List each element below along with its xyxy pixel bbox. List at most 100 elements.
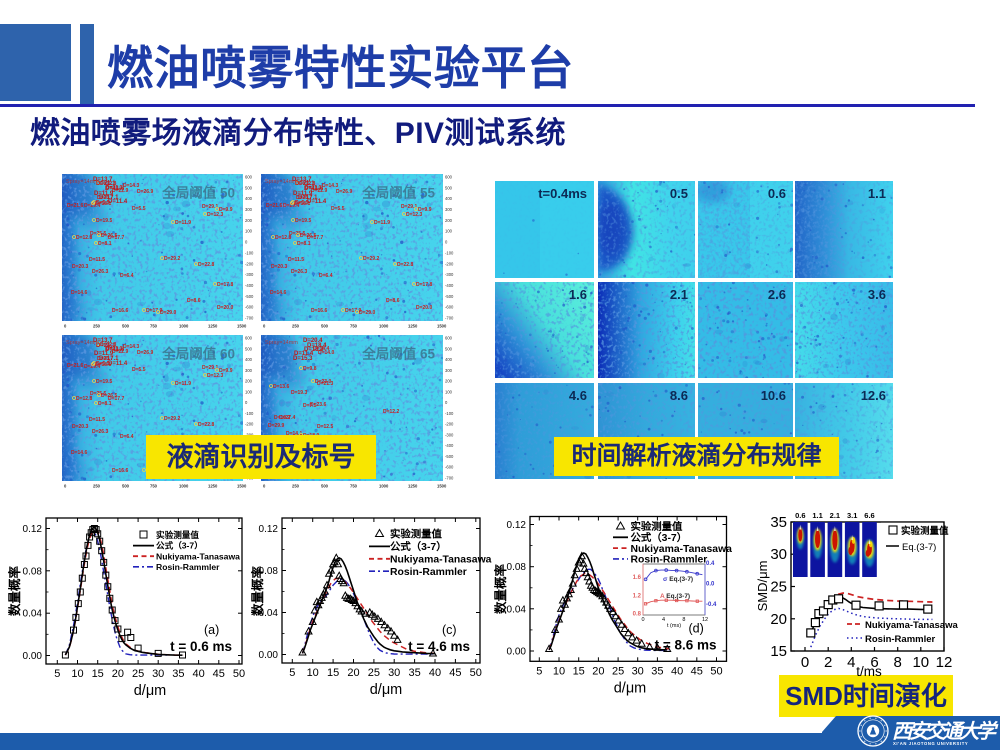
svg-text:300: 300	[445, 207, 453, 212]
svg-text:D=21.0: D=21.0	[305, 185, 321, 191]
svg-text:0.12: 0.12	[507, 520, 527, 531]
svg-text:1250: 1250	[408, 484, 418, 489]
svg-text:SMD/μm: SMD/μm	[755, 561, 770, 612]
svg-text:200: 200	[245, 218, 253, 223]
svg-text:D=12.8: D=12.8	[76, 235, 92, 241]
svg-text:500: 500	[445, 346, 453, 351]
svg-text:200: 200	[445, 218, 453, 223]
svg-text:t = 8.6 ms: t = 8.6 ms	[655, 638, 717, 653]
svg-text:0.08: 0.08	[23, 566, 43, 577]
svg-text:D=6.4: D=6.4	[120, 273, 134, 279]
svg-text:0: 0	[263, 324, 266, 329]
svg-text:Spray=14mm: Spray=14mm	[66, 340, 99, 346]
svg-text:D=8.1: D=8.1	[297, 241, 311, 247]
svg-text:8.6: 8.6	[670, 388, 688, 403]
svg-text:D=11.4: D=11.4	[108, 361, 128, 367]
svg-text:D=29.0: D=29.0	[359, 310, 375, 316]
svg-text:0.6: 0.6	[768, 186, 786, 201]
svg-text:30: 30	[770, 546, 787, 563]
svg-text:10.6: 10.6	[761, 388, 786, 403]
svg-text:15: 15	[573, 665, 585, 677]
svg-text:数量概率: 数量概率	[493, 564, 508, 616]
svg-text:0.04: 0.04	[507, 604, 527, 615]
svg-text:250: 250	[93, 324, 101, 329]
svg-text:D=11.9: D=11.9	[293, 191, 313, 197]
svg-text:300: 300	[245, 368, 253, 373]
svg-text:50: 50	[470, 667, 482, 679]
svg-text:2.6: 2.6	[768, 287, 786, 302]
svg-text:400: 400	[445, 357, 453, 362]
svg-text:Nukiyama-Tanasawa: Nukiyama-Tanasawa	[865, 620, 958, 631]
svg-text:1000: 1000	[379, 324, 389, 329]
svg-text:D=19.5: D=19.5	[96, 218, 112, 224]
svg-text:D=14.3: D=14.3	[123, 344, 139, 350]
svg-text:D=17.9: D=17.9	[146, 308, 162, 314]
svg-text:D=21.6: D=21.6	[266, 203, 282, 209]
svg-text:0: 0	[245, 240, 248, 245]
svg-text:D=25.7: D=25.7	[97, 356, 113, 362]
svg-text:D=12.3: D=12.3	[207, 212, 223, 218]
svg-text:D=21.3: D=21.3	[317, 381, 333, 387]
svg-text:D=12.5: D=12.5	[317, 424, 333, 430]
svg-text:8: 8	[894, 654, 902, 671]
svg-text:-100: -100	[245, 411, 254, 416]
svg-text:30: 30	[152, 668, 164, 680]
svg-text:D=11.9: D=11.9	[175, 220, 191, 226]
svg-text:4: 4	[662, 617, 665, 623]
svg-text:D=18.1: D=18.1	[95, 362, 111, 368]
svg-text:D=26.5: D=26.5	[300, 233, 316, 239]
svg-text:1500: 1500	[437, 484, 447, 489]
svg-text:D=19.5: D=19.5	[96, 379, 112, 385]
svg-text:D=18.3: D=18.3	[304, 347, 324, 353]
svg-text:250: 250	[93, 484, 101, 489]
svg-text:D=25.7: D=25.7	[296, 195, 312, 201]
svg-text:40: 40	[671, 665, 683, 677]
svg-text:D=14.3: D=14.3	[123, 183, 139, 189]
svg-text:50: 50	[233, 668, 245, 680]
svg-text:400: 400	[445, 196, 453, 201]
svg-text:t=0.4ms: t=0.4ms	[538, 186, 587, 201]
svg-text:12: 12	[936, 654, 953, 671]
svg-text:400: 400	[245, 196, 253, 201]
svg-text:D=19.3: D=19.3	[291, 390, 307, 396]
svg-text:0.04: 0.04	[259, 608, 279, 619]
svg-text:-200: -200	[445, 422, 454, 427]
svg-text:500: 500	[321, 484, 329, 489]
svg-text:750: 750	[150, 484, 158, 489]
svg-text:D=26.9: D=26.9	[336, 189, 352, 195]
svg-text:-700: -700	[445, 476, 454, 481]
svg-text:600: 600	[445, 336, 453, 341]
svg-text:D=20.3: D=20.3	[72, 264, 88, 270]
svg-text:D=22.8: D=22.8	[397, 262, 413, 268]
svg-text:0.12: 0.12	[259, 524, 279, 535]
svg-text:D=5.5: D=5.5	[331, 206, 345, 212]
svg-text:Rosin-Rammler: Rosin-Rammler	[156, 562, 220, 572]
svg-text:t (ms): t (ms)	[667, 623, 681, 629]
svg-text:D=8.6: D=8.6	[187, 298, 201, 304]
svg-text:-400: -400	[445, 443, 454, 448]
svg-text:D=11.4: D=11.4	[108, 199, 128, 205]
svg-text:-700: -700	[245, 316, 254, 321]
svg-text:D=9.8: D=9.8	[303, 366, 317, 372]
svg-text:1500: 1500	[237, 324, 247, 329]
svg-text:D=18.4: D=18.4	[307, 343, 327, 349]
svg-text:D=11.5: D=11.5	[89, 257, 105, 263]
svg-text:20: 20	[347, 667, 359, 679]
svg-text:1250: 1250	[208, 324, 218, 329]
svg-text:35: 35	[408, 667, 420, 679]
svg-text:D=16.6: D=16.6	[112, 308, 128, 314]
svg-text:D=8.6: D=8.6	[386, 298, 400, 304]
svg-text:西安交通大学: 西安交通大学	[892, 720, 999, 743]
svg-text:D=11.4: D=11.4	[294, 351, 314, 357]
svg-text:500: 500	[122, 484, 130, 489]
svg-text:D=12.3: D=12.3	[406, 212, 422, 218]
svg-text:-0.4: -0.4	[706, 602, 717, 608]
svg-text:D=21.0: D=21.0	[106, 346, 122, 352]
svg-text:Rosin-Rammler: Rosin-Rammler	[865, 634, 936, 645]
svg-text:D=26.9: D=26.9	[137, 350, 153, 356]
svg-text:0.08: 0.08	[507, 562, 527, 573]
svg-text:D=8.1: D=8.1	[98, 241, 112, 247]
svg-text:D=8.1: D=8.1	[98, 401, 112, 407]
svg-text:25: 25	[132, 668, 144, 680]
svg-text:D=19.5: D=19.5	[295, 218, 311, 224]
